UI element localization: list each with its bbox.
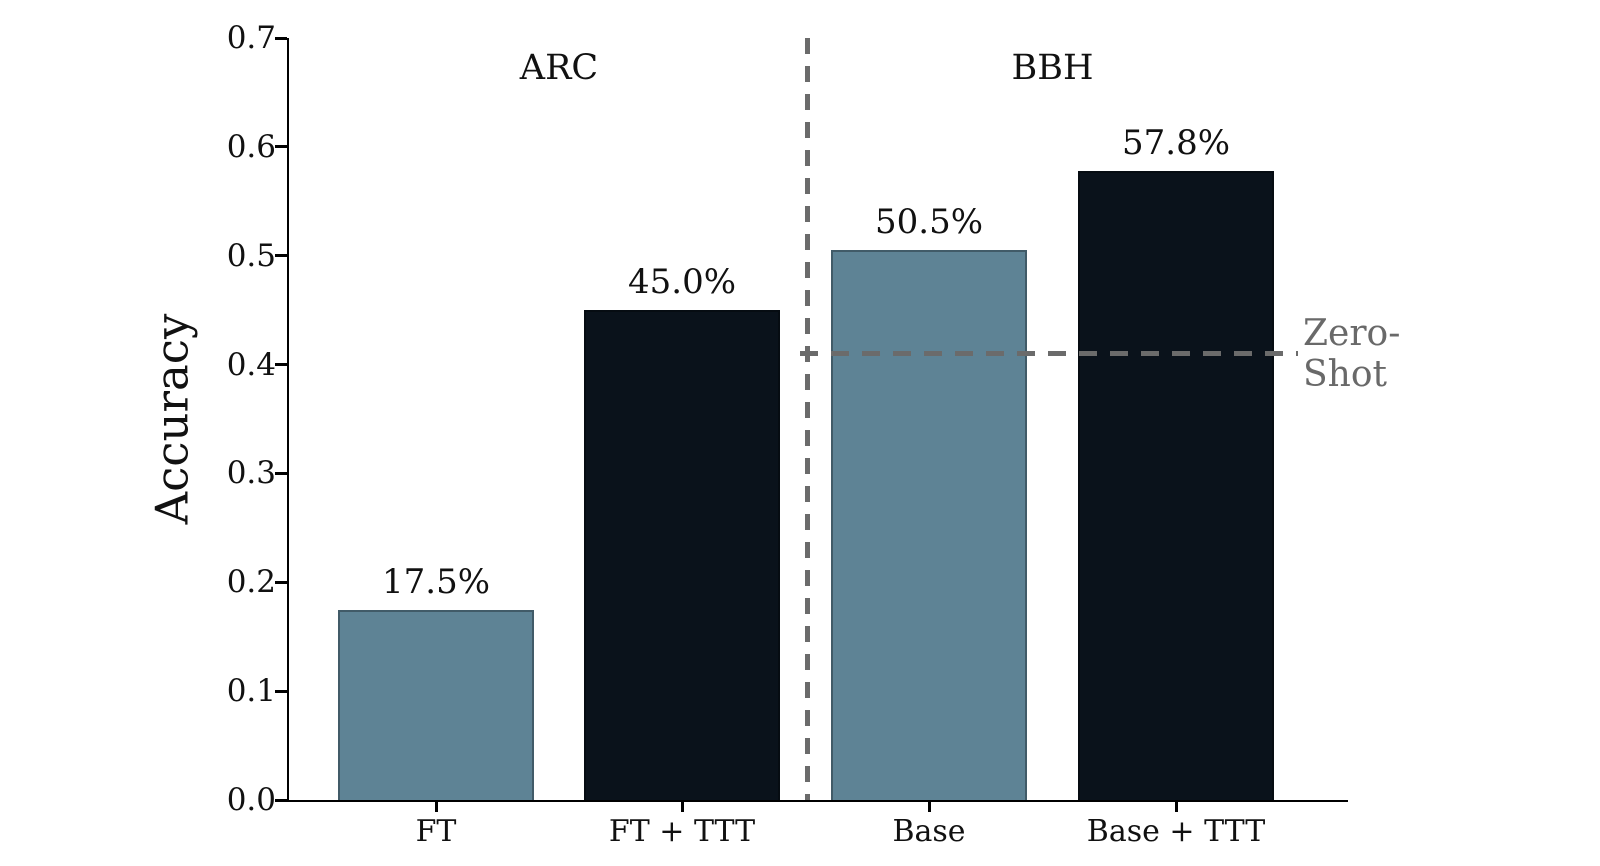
zero-shot-label-line-2: Shot [1303,353,1387,395]
y-axis-tick-label: 0.5 [226,237,276,274]
y-axis-tick [275,798,287,802]
bar-base [831,250,1027,800]
bar-ft-ttt [584,310,780,800]
y-axis-tick-label: 0.3 [226,455,276,492]
y-axis-tick-label: 0.0 [226,782,276,818]
y-axis-tick [275,145,287,149]
x-axis-tick [434,802,438,812]
x-axis-tick-label: Base [892,814,966,849]
x-axis-tick [680,802,684,812]
bar-value-label: 50.5% [874,202,984,243]
x-axis-tick [1174,802,1178,812]
y-axis-tick-label: 0.2 [226,564,276,601]
y-axis-tick [275,580,287,584]
bar-ft [338,609,534,800]
y-axis-tick [275,254,287,258]
x-axis-tick-label: FT + TTT [608,814,756,849]
x-axis-tick-label: FT [415,814,457,849]
plot-area: Zero- Shot 17.5% FT 45.0% FT + TTT 50.5% Base… [275,36,1400,849]
y-axis-tick [275,36,287,40]
group-title-bbh: BBH [1011,48,1094,88]
x-axis-tick-label: Base + TTT [1086,814,1266,849]
zero-shot-label: Zero- Shot [1303,313,1400,395]
y-axis-tick-label: 0.6 [226,128,276,165]
zero-shot-dashed-line [800,351,1298,357]
y-axis-tick-label: 0.7 [226,20,276,56]
y-axis-tick [275,363,287,367]
y-axis-tick [275,689,287,693]
bar-value-label: 57.8% [1121,122,1231,163]
y-axis-tick [275,471,287,475]
y-axis-tick-label: 0.4 [226,346,276,383]
group-title-arc: ARC [519,48,599,88]
bar-base-ttt [1078,170,1274,800]
bar-value-label: 45.0% [627,262,737,303]
y-axis-tick-label: 0.1 [226,673,276,710]
group-divider-dashed-line [804,38,810,800]
x-axis-tick [927,802,931,812]
zero-shot-label-line-1: Zero- [1303,312,1401,354]
bar-value-label: 17.5% [381,561,491,602]
